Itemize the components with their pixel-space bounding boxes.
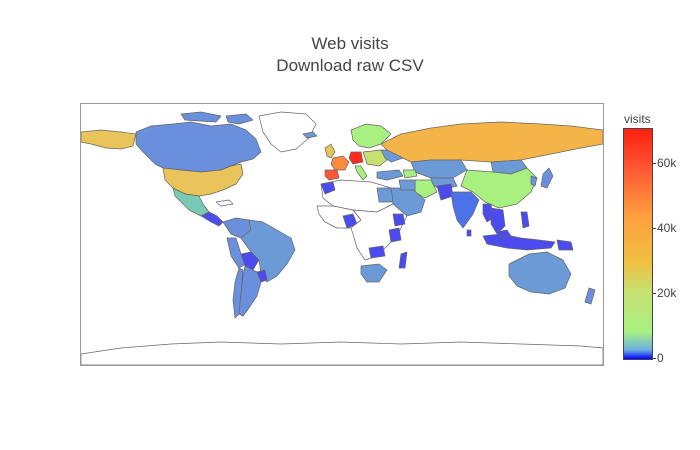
country-spain[interactable] [324,169,340,181]
country-uk[interactable] [324,143,336,159]
country-italy[interactable] [354,165,368,181]
colorbar-tick-mark [653,293,656,294]
country-sri-lanka[interactable] [466,229,472,237]
country-chile[interactable] [232,267,244,319]
country-iraq[interactable] [398,179,416,191]
country-central-america[interactable] [200,211,224,227]
country-korea[interactable] [530,175,538,187]
country-turkey[interactable] [376,169,404,181]
colorbar-tick-label: 60k [657,156,677,170]
country-india[interactable] [450,191,480,229]
country-iceland[interactable] [302,131,318,139]
country-south-africa[interactable] [360,263,388,283]
country-france[interactable] [330,155,350,171]
country-madagascar[interactable] [398,251,408,269]
country-australia[interactable] [508,251,572,295]
country-china[interactable] [460,167,538,209]
country-new-zealand[interactable] [584,287,596,305]
country-peru[interactable] [226,237,247,269]
country-brazil[interactable] [240,219,296,283]
country-zambia[interactable] [368,245,386,259]
colorbar-tick-label: 0 [657,351,664,365]
country-ethiopia[interactable] [392,213,406,227]
country-kenya[interactable] [388,227,402,243]
chart-title: Web visits [311,34,389,53]
colorbar-title: visits [624,112,651,126]
country-japan[interactable] [540,167,554,189]
country-vietnam-thailand[interactable] [490,207,506,235]
country-canada-arctic[interactable] [180,111,254,125]
country-morocco[interactable] [320,181,336,195]
colorbar [623,128,653,360]
country-egypt[interactable] [376,187,394,203]
country-caucasus[interactable] [402,169,418,179]
chart-subtitle-link[interactable]: Download raw CSV [276,56,424,75]
country-canada[interactable] [135,121,262,173]
colorbar-tick-mark [653,358,656,359]
country-kazakhstan[interactable] [410,159,468,179]
country-bolivia[interactable] [240,251,260,271]
country-usa-alaska[interactable] [81,129,137,150]
country-malaysia[interactable] [496,229,512,239]
country-myanmar[interactable] [482,203,494,223]
country-argentina[interactable] [238,265,262,317]
world-map-svg[interactable] [81,104,603,365]
colorbar-tick-mark [653,163,656,164]
colorbar-tick-label: 40k [657,221,677,235]
country-pakistan[interactable] [436,183,454,201]
country-germany[interactable] [348,151,364,165]
colorbar-tick-label: 20k [657,286,677,300]
country-indonesia[interactable] [482,233,556,251]
country-papua[interactable] [556,239,574,251]
colorbar-tick-mark [653,228,656,229]
country-greenland[interactable] [258,111,317,153]
country-cuba[interactable] [215,199,234,207]
country-eastern-europe[interactable] [362,149,388,167]
country-philippines[interactable] [520,211,530,229]
country-antarctica[interactable] [81,341,603,365]
country-russia[interactable] [380,121,603,163]
choropleth-map[interactable] [80,103,604,366]
